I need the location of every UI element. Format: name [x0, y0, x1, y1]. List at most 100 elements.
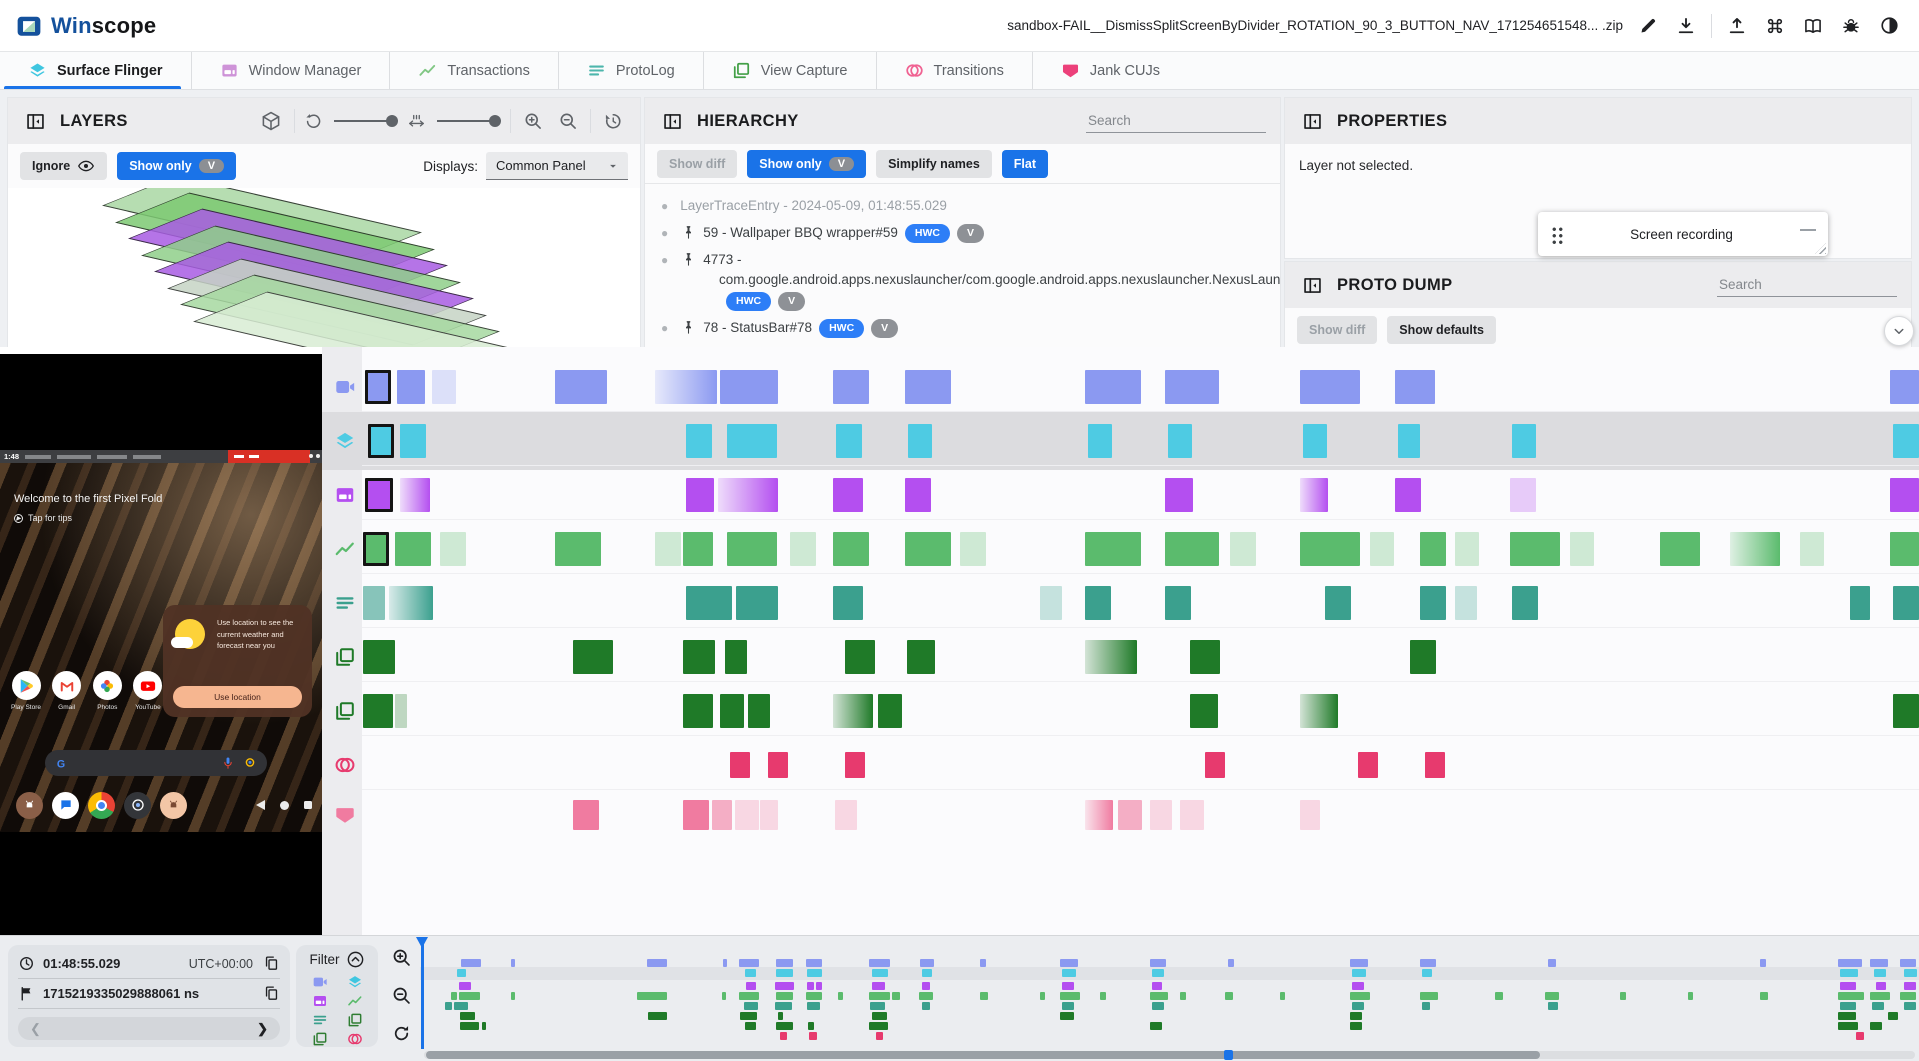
filter-window-icon[interactable] — [312, 993, 328, 1009]
timeline-block[interactable] — [1660, 532, 1700, 566]
current-time[interactable]: 01:48:55.029 — [43, 956, 121, 971]
timeline-tracks[interactable] — [0, 347, 1919, 935]
filter-video-icon[interactable] — [312, 974, 328, 990]
filter-trend-icon[interactable] — [347, 993, 363, 1009]
timeline-block[interactable] — [1168, 424, 1192, 458]
timeline-block[interactable] — [907, 640, 935, 674]
minimize-icon[interactable] — [1800, 228, 1816, 232]
tab-jank-cujs[interactable]: Jank CUJs — [1031, 52, 1188, 89]
timeline-block[interactable] — [365, 478, 393, 512]
timeline-block[interactable] — [1165, 586, 1191, 620]
timeline-block[interactable] — [655, 532, 681, 566]
hierarchy-node[interactable]: ● 4773 - com.google.android.apps.nexuslau… — [661, 247, 1280, 315]
google-search-bar[interactable]: G — [45, 750, 267, 776]
nav-home-button[interactable] — [279, 800, 289, 810]
mic-icon[interactable] — [221, 756, 235, 770]
timeline-block[interactable] — [835, 800, 857, 830]
reset-view-button[interactable] — [600, 108, 626, 134]
timeline-block[interactable] — [1893, 586, 1919, 620]
timeline-block[interactable] — [1150, 800, 1172, 830]
tab-transactions[interactable]: Transactions — [389, 52, 557, 89]
timeline-block[interactable] — [1420, 532, 1446, 566]
timeline-block[interactable] — [1300, 532, 1360, 566]
hierarchy-node[interactable]: ● 59 - Wallpaper BBQ wrapper#59 HWC V — [661, 219, 1272, 246]
timeline-block[interactable] — [1205, 752, 1225, 778]
timeline-block[interactable] — [845, 752, 865, 778]
timeline-block[interactable] — [400, 424, 426, 458]
timeline-block[interactable] — [686, 586, 732, 620]
filter-circles-icon[interactable] — [347, 1031, 363, 1047]
copy-time-button[interactable] — [263, 955, 280, 972]
tab-surface-flinger[interactable]: Surface Flinger — [0, 52, 191, 89]
timeline-block[interactable] — [400, 478, 430, 512]
timeline-block[interactable] — [730, 752, 750, 778]
zoom-out-button[interactable] — [555, 108, 581, 134]
filter-lines-icon[interactable] — [312, 1012, 328, 1028]
timeline-block[interactable] — [555, 370, 607, 404]
keyboard-shortcuts-button[interactable] — [1762, 13, 1788, 39]
timeline-block[interactable] — [395, 532, 431, 566]
layers-3d-view[interactable] — [8, 188, 640, 347]
spacing-slider[interactable] — [437, 115, 501, 127]
timeline-block[interactable] — [1085, 800, 1113, 830]
timeline-block[interactable] — [365, 370, 391, 404]
hierarchy-search-input[interactable] — [1086, 109, 1266, 133]
timeline-block[interactable] — [1303, 424, 1327, 458]
timeline-block[interactable] — [905, 370, 951, 404]
pin-icon[interactable] — [680, 224, 697, 241]
screen-recording-preview[interactable]: 1:48 Welcome to the first Pixel Fold ▶ Ta… — [0, 347, 322, 935]
timeline-block[interactable] — [727, 424, 777, 458]
timeline-block[interactable] — [1510, 478, 1536, 512]
timeline-block[interactable] — [1300, 478, 1328, 512]
collapse-hierarchy-panel-button[interactable] — [659, 108, 686, 135]
pin-icon[interactable] — [680, 251, 697, 268]
app-photos[interactable]: Photos — [89, 671, 125, 711]
timeline-block[interactable] — [725, 640, 747, 674]
timeline-block[interactable] — [1512, 586, 1538, 620]
timeline-block[interactable] — [363, 694, 393, 728]
timeline-block[interactable] — [1890, 370, 1919, 404]
3d-view-toggle-button[interactable] — [257, 107, 285, 135]
timeline-block[interactable] — [655, 370, 717, 404]
report-bug-button[interactable] — [1838, 13, 1864, 39]
timeline-block[interactable] — [1420, 586, 1446, 620]
timeline-block[interactable] — [1510, 532, 1560, 566]
timeline-block[interactable] — [1165, 478, 1193, 512]
timeline-block[interactable] — [720, 694, 744, 728]
current-timestamp-ns[interactable]: 1715219335029888061 ns — [43, 986, 200, 1001]
dark-mode-toggle[interactable] — [1876, 12, 1903, 39]
download-traces-button[interactable] — [1673, 13, 1699, 39]
show-diff-button[interactable]: Show diff — [657, 149, 738, 178]
tab-view-capture[interactable]: View Capture — [702, 52, 876, 89]
timeline-block[interactable] — [1085, 370, 1141, 404]
timeline-block[interactable] — [748, 694, 770, 728]
nav-recents-button[interactable] — [303, 800, 312, 810]
timeline-block[interactable] — [1395, 370, 1435, 404]
copy-timestamp-button[interactable] — [263, 985, 280, 1002]
filter-layers-icon[interactable] — [347, 974, 363, 990]
cursor-handle[interactable] — [416, 937, 428, 954]
timeline-block[interactable] — [833, 370, 869, 404]
timeline-zoom-out-button[interactable] — [389, 983, 414, 1008]
timeline-scrollbar[interactable] — [424, 1050, 1915, 1060]
timeline-block[interactable] — [1040, 586, 1062, 620]
proto-show-diff-button[interactable]: Show diff — [1297, 316, 1378, 344]
timeline-block[interactable] — [1800, 532, 1824, 566]
resize-handle[interactable] — [1815, 243, 1826, 254]
app-youtube[interactable]: YouTube — [130, 671, 166, 711]
timeline-block[interactable] — [833, 532, 869, 566]
show-defaults-button[interactable]: Show defaults — [1387, 316, 1496, 344]
timeline-block[interactable] — [683, 800, 709, 830]
timeline-block[interactable] — [1085, 586, 1111, 620]
timeline-block[interactable] — [736, 586, 778, 620]
timeline-block[interactable] — [1850, 586, 1870, 620]
tab-window-manager[interactable]: Window Manager — [190, 52, 390, 89]
dock-icon-cam[interactable] — [124, 791, 151, 819]
hierarchy-node[interactable]: ●166 - Taskbar#166HWCV — [661, 342, 1272, 347]
lens-icon[interactable] — [243, 756, 257, 770]
timeline-block[interactable] — [573, 800, 599, 830]
timeline-block[interactable] — [397, 370, 425, 404]
timeline-block[interactable] — [1088, 424, 1112, 458]
show-only-button[interactable]: Show only V — [747, 149, 867, 178]
dock-icon-chrome[interactable] — [88, 791, 115, 819]
